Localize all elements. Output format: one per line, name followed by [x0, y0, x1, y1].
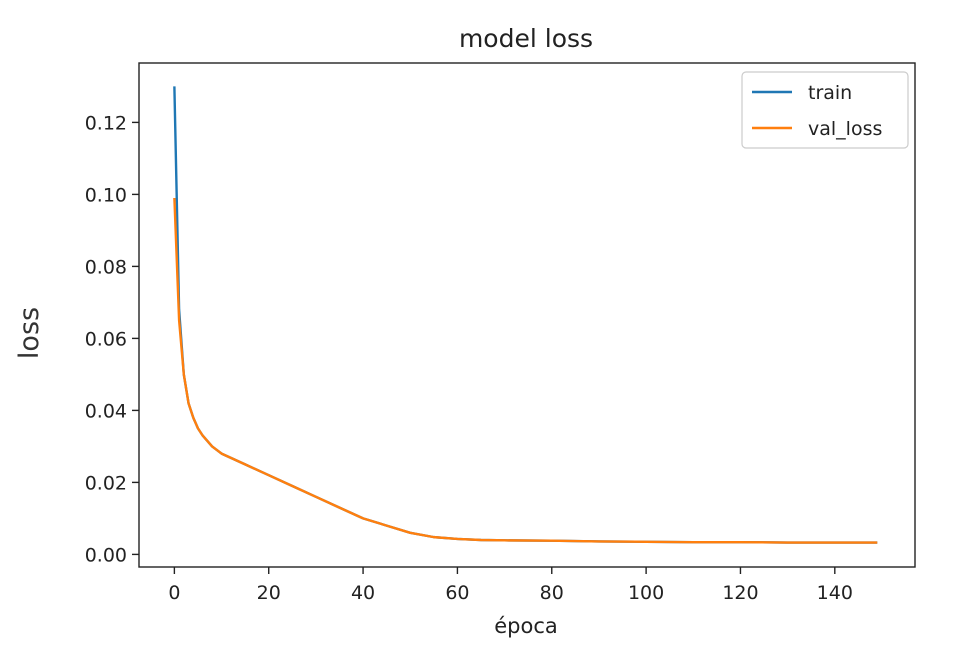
y-tick-label: 0.04: [85, 400, 127, 422]
x-tick-label: 20: [257, 582, 281, 604]
y-tick-label: 0.06: [85, 328, 127, 350]
x-tick-label: 40: [351, 582, 375, 604]
x-tick-label: 0: [168, 582, 180, 604]
y-tick-label: 0.02: [85, 472, 127, 494]
x-tick-label: 80: [540, 582, 564, 604]
x-tick-label: 140: [817, 582, 853, 604]
y-tick-label: 0.00: [85, 544, 127, 566]
legend-label-val-loss: val_loss: [808, 118, 882, 140]
x-axis-label: época: [494, 614, 558, 638]
plot-area: 0 20 40 60 80 100 120 140 0.00 0.02 0.04 0.06 0.08 0.…: [85, 62, 916, 604]
series-line-val-loss: [173, 197, 878, 544]
y-tick-label: 0.12: [85, 112, 127, 134]
x-tick-label: 120: [722, 582, 758, 604]
legend: train val_loss: [741, 71, 909, 149]
x-tick-label: 60: [445, 582, 469, 604]
y-axis-label: loss: [14, 307, 45, 359]
chart-title: model loss: [459, 24, 593, 53]
x-tick-label: 100: [628, 582, 664, 604]
y-tick-label: 0.10: [85, 184, 127, 206]
y-tick-label: 0.08: [85, 256, 127, 278]
plot-frame: [138, 62, 916, 568]
legend-label-train: train: [808, 82, 852, 104]
